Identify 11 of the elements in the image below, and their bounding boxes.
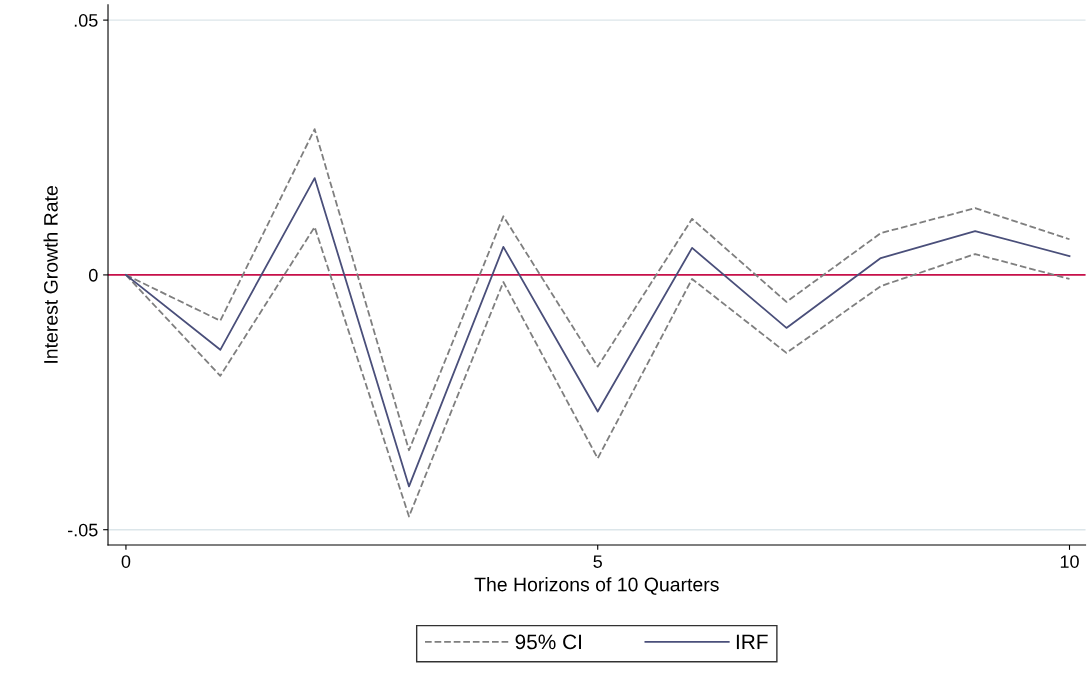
y-tick-label: 0 xyxy=(88,268,98,282)
x-tick-label: 5 xyxy=(593,555,602,568)
legend-label: IRF xyxy=(736,634,768,650)
legend-label: 95% CI xyxy=(515,634,581,650)
y-tick-label: -.05 xyxy=(67,523,98,537)
x-tick-label: 10 xyxy=(1060,555,1079,568)
y-tick-label: .05 xyxy=(74,14,98,27)
y-axis-title: Interest Growth Rate xyxy=(43,186,58,363)
x-axis-title: The Horizons of 10 Quarters xyxy=(474,577,719,595)
line-series xyxy=(125,177,1071,488)
x-tick-label: 0 xyxy=(121,555,131,568)
